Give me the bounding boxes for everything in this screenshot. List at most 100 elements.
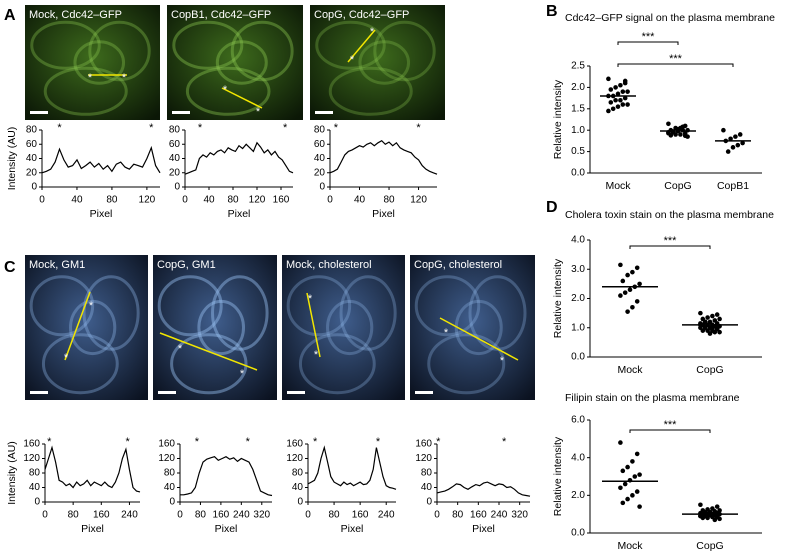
data-point xyxy=(625,464,630,470)
profile-trace xyxy=(180,456,273,497)
x-tick-label: 80 xyxy=(329,510,341,521)
data-point xyxy=(634,489,640,494)
data-point xyxy=(705,515,710,521)
end-marker: * xyxy=(47,436,52,448)
data-point xyxy=(717,329,722,335)
data-point xyxy=(620,500,626,506)
y-tick-label: 80 xyxy=(292,468,304,479)
cell xyxy=(211,275,269,351)
y-tick-label: 4.0 xyxy=(571,452,585,463)
profile-line xyxy=(64,291,91,361)
data-point xyxy=(618,262,623,268)
data-point xyxy=(630,304,635,310)
line-end-marker: * xyxy=(64,352,69,364)
x-axis-label: Pixel xyxy=(81,523,104,535)
cell xyxy=(215,40,268,85)
x-tick-label: 0 xyxy=(327,195,333,206)
x-tick-label: Mock xyxy=(605,180,631,192)
x-tick-label: 80 xyxy=(68,510,80,521)
profile-line xyxy=(439,317,519,361)
x-tick-label: 80 xyxy=(227,195,239,206)
y-tick-label: 40 xyxy=(314,153,326,164)
data-point xyxy=(678,132,683,137)
x-tick-label: 40 xyxy=(203,195,215,206)
y-tick-label: 60 xyxy=(314,139,326,150)
profile-line xyxy=(306,292,321,358)
y-tick-label: 160 xyxy=(415,439,432,450)
data-point xyxy=(630,493,635,498)
data-point xyxy=(698,502,703,508)
y-tick-label: 2.5 xyxy=(571,61,585,72)
cell xyxy=(298,333,376,395)
line-end-marker: * xyxy=(88,72,93,84)
y-tick-label: 20 xyxy=(169,167,181,178)
data-point xyxy=(613,85,618,90)
data-point xyxy=(622,481,628,487)
data-point xyxy=(618,82,623,88)
x-tick-label: 240 xyxy=(378,510,395,521)
significance-label: *** xyxy=(664,235,678,247)
y-axis-label: Intensity (AU) xyxy=(6,127,18,191)
y-tick-label: 0.0 xyxy=(571,168,585,179)
line-end-marker: * xyxy=(314,349,319,361)
line-end-marker: * xyxy=(240,368,245,380)
image-caption: CopG, GM1 xyxy=(157,259,216,271)
x-tick-label: 320 xyxy=(511,510,528,521)
x-tick-label: 160 xyxy=(470,510,487,521)
x-tick-label: 80 xyxy=(106,195,118,206)
data-point xyxy=(717,516,722,522)
y-tick-label: 160 xyxy=(23,439,40,450)
data-point xyxy=(637,504,642,509)
data-point xyxy=(700,328,706,333)
data-point xyxy=(620,89,626,94)
significance-bracket xyxy=(617,63,734,67)
x-axis-label: Pixel xyxy=(228,208,251,220)
cell xyxy=(315,20,386,70)
cell xyxy=(30,20,101,70)
profile-line xyxy=(159,332,258,371)
cell xyxy=(157,275,223,337)
y-tick-label: 0 xyxy=(426,497,432,508)
data-point xyxy=(637,472,642,477)
data-point xyxy=(634,265,640,271)
data-point xyxy=(606,76,611,82)
x-tick-label: CopB1 xyxy=(717,180,749,192)
line-end-marker: * xyxy=(350,54,355,66)
significance-bracket xyxy=(629,245,711,249)
x-tick-label: 40 xyxy=(354,195,366,206)
data-point xyxy=(625,496,630,502)
y-tick-label: 0 xyxy=(169,497,175,508)
end-marker: * xyxy=(198,122,203,134)
x-axis-label: Pixel xyxy=(90,208,113,220)
panel-label: D xyxy=(546,199,558,216)
end-marker: * xyxy=(149,122,154,134)
data-point xyxy=(625,102,630,107)
panel-label: B xyxy=(546,3,558,20)
line-end-marker: * xyxy=(500,355,505,367)
data-point xyxy=(714,504,720,509)
image-caption: CopG, Cdc42–GFP xyxy=(314,9,409,21)
y-tick-label: 0 xyxy=(319,182,325,193)
y-tick-label: 40 xyxy=(29,482,41,493)
x-tick-label: 160 xyxy=(93,510,110,521)
x-axis-label: Pixel xyxy=(215,523,238,535)
data-point xyxy=(625,309,630,314)
y-tick-label: 0.0 xyxy=(571,528,585,539)
data-point xyxy=(622,290,628,295)
y-tick-label: 80 xyxy=(164,468,176,479)
cell xyxy=(230,20,294,82)
y-tick-label: 2.0 xyxy=(571,293,585,304)
data-point xyxy=(717,316,722,322)
end-marker: * xyxy=(195,436,200,448)
cell xyxy=(69,299,117,356)
significance-label: *** xyxy=(669,53,683,65)
end-marker: * xyxy=(416,122,421,134)
x-tick-label: 160 xyxy=(273,195,290,206)
data-point xyxy=(705,315,710,320)
y-tick-label: 0 xyxy=(297,497,303,508)
data-point xyxy=(625,89,630,94)
data-point xyxy=(714,325,720,331)
scale-bar xyxy=(415,391,433,394)
data-point xyxy=(620,102,626,107)
